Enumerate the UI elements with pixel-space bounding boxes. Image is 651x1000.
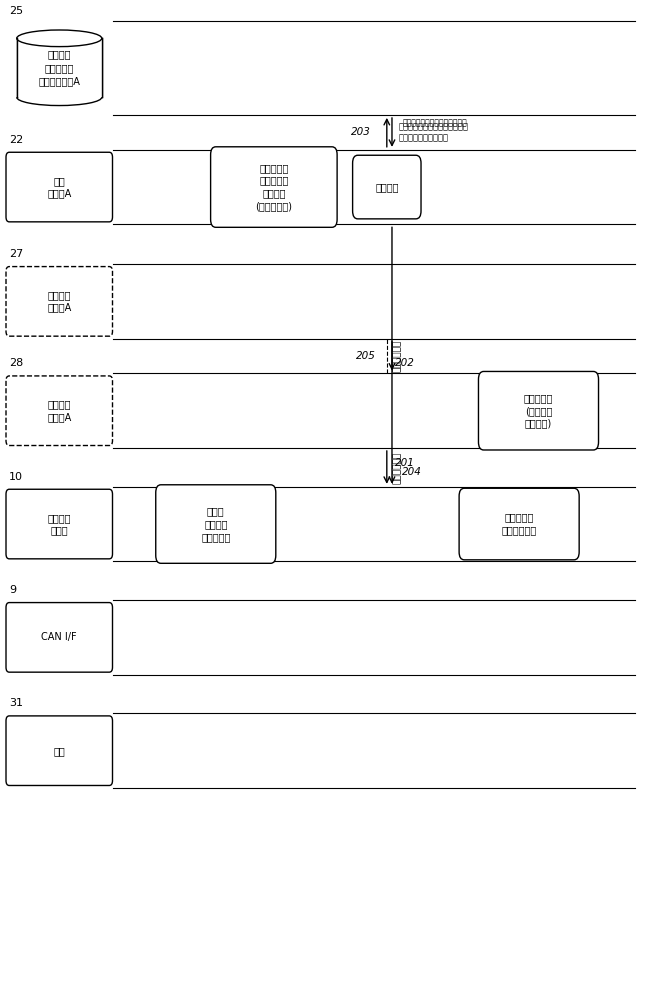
Text: 参照定义: 参照定义 [375, 182, 398, 192]
Text: 201: 201 [395, 458, 415, 468]
FancyBboxPatch shape [211, 147, 337, 227]
Text: 画面输入
切换部: 画面输入 切换部 [48, 513, 71, 535]
Text: 用户: 用户 [53, 746, 65, 756]
FancyBboxPatch shape [6, 489, 113, 559]
FancyBboxPatch shape [6, 716, 113, 785]
Text: 应用程序
有效化以及
画面切换定义A: 应用程序 有效化以及 画面切换定义A [38, 50, 80, 86]
FancyBboxPatch shape [6, 376, 113, 446]
FancyBboxPatch shape [6, 603, 113, 672]
Text: 25: 25 [9, 6, 23, 16]
Text: 9: 9 [9, 585, 16, 595]
Text: 28: 28 [9, 358, 23, 368]
Text: CAN I/F: CAN I/F [42, 632, 77, 642]
Text: 输出切换为
智能手机画面: 输出切换为 智能手机画面 [501, 513, 537, 535]
FancyBboxPatch shape [353, 155, 421, 219]
Text: 应用
管理部A: 应用 管理部A [47, 176, 72, 198]
FancyBboxPatch shape [6, 267, 113, 336]
Text: 31: 31 [9, 698, 23, 708]
Text: 應用啟動指示；輸出信息提示；: 應用啟動指示；輸出信息提示； [403, 118, 467, 127]
Polygon shape [17, 38, 102, 97]
FancyBboxPatch shape [478, 371, 598, 450]
Text: 202: 202 [395, 358, 415, 368]
Text: 27: 27 [9, 249, 23, 259]
Text: 205: 205 [356, 351, 376, 361]
Text: 22: 22 [9, 135, 23, 145]
Text: 外部输入
发送部A: 外部输入 发送部A [47, 400, 72, 422]
Text: 应用已启动
(紧急地点
紧急报警): 应用已启动 (紧急地点 紧急报警) [524, 393, 553, 429]
Text: 203: 203 [351, 127, 370, 137]
Text: 管理状态：
车载充电中
应用输出
(电池充电中): 管理状态： 车载充电中 应用输出 (电池充电中) [255, 163, 292, 211]
Text: 智能手机
控制部A: 智能手机 控制部A [47, 290, 72, 313]
FancyBboxPatch shape [6, 152, 113, 222]
Text: 状态：
车载设备
画面输出中: 状态： 车载设备 画面输出中 [201, 506, 230, 542]
FancyBboxPatch shape [156, 485, 276, 563]
Text: 10: 10 [9, 472, 23, 482]
Text: 收到緊急信息: 收到緊急信息 [393, 340, 402, 372]
Ellipse shape [17, 30, 102, 47]
FancyBboxPatch shape [459, 488, 579, 560]
Text: 收到緊急信息: 收到緊急信息 [393, 451, 402, 484]
Text: 應用啟動指示；輸出信息提示；
切換輸出手機畫面輸出: 應用啟動指示；輸出信息提示； 切換輸出手機畫面輸出 [398, 122, 469, 142]
Text: 204: 204 [402, 467, 422, 477]
